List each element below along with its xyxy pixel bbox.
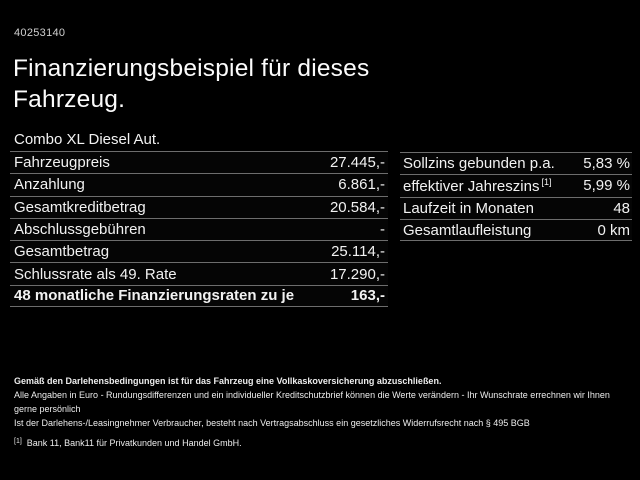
conditions-table: Sollzins gebunden p.a. 5,83 % effektiver… <box>400 152 632 242</box>
row-label: Gesamtkreditbetrag <box>14 198 146 216</box>
row-label: 48 monatliche Finanzierungsraten zu je <box>14 287 295 305</box>
footnote-marker: [1] <box>14 438 22 445</box>
page-title-line1: Finanzierungsbeispiel für dieses <box>13 55 370 82</box>
row-label: effektiver Jahreszins [1] <box>403 176 552 195</box>
row-label: Abschlussgebühren <box>14 221 146 239</box>
bank-footnote: [1] Bank 11, Bank11 für Privatkunden und … <box>14 435 634 450</box>
table-row-monthly-rate: 48 monatliche Finanzierungsraten zu je 1… <box>10 284 388 308</box>
row-label: Fahrzeugpreis <box>14 154 110 172</box>
table-row-total-mileage: Gesamtlaufleistung 0 km <box>400 218 632 242</box>
insurance-note: Gemäß den Darlehensbedingungen ist für d… <box>14 376 442 386</box>
table-row-final-rate: Schlussrate als 49. Rate 17.290,- <box>10 262 388 284</box>
table-row-effective-interest: effektiver Jahreszins [1] 5,99 % <box>400 174 632 196</box>
row-label: Sollzins gebunden p.a. <box>403 155 555 173</box>
row-label: Schlussrate als 49. Rate <box>14 265 177 283</box>
table-row-vehicle-price: Fahrzeugpreis 27.445,- <box>10 151 388 173</box>
row-label: Gesamtlaufleistung <box>403 221 532 239</box>
row-value: 163,- <box>350 287 385 305</box>
row-value: 20.584,- <box>329 198 385 216</box>
row-value: 0 km <box>597 221 630 239</box>
disclaimer-line-2: Ist der Darlehens-/Leasingnehmer Verbrau… <box>14 418 530 428</box>
row-value: 6.861,- <box>338 176 385 194</box>
page-title-line2: Fahrzeug. <box>13 86 126 113</box>
row-value: 25.114,- <box>331 243 385 261</box>
listing-id: 40253140 <box>14 27 66 39</box>
row-label: Gesamtbetrag <box>14 243 110 261</box>
row-value: 48 <box>613 199 630 217</box>
row-value: 5,99 % <box>583 177 630 195</box>
row-value: 5,83 % <box>583 155 630 173</box>
fineprint-block: Gemäß den Darlehensbedingungen ist für d… <box>14 374 634 450</box>
row-value: - <box>380 221 385 239</box>
row-value: 27.445,- <box>329 154 385 172</box>
row-value: 17.290,- <box>329 265 385 283</box>
disclaimer-line-1: Alle Angaben in Euro - Rundungsdifferenz… <box>14 390 610 414</box>
row-label: Laufzeit in Monaten <box>403 199 534 217</box>
table-row-term-months: Laufzeit in Monaten 48 <box>400 196 632 219</box>
row-label: Anzahlung <box>14 176 85 194</box>
table-row-total-amount: Gesamtbetrag 25.114,- <box>10 240 388 262</box>
vehicle-model-label: Combo XL Diesel Aut. <box>14 131 161 148</box>
table-row-nominal-interest: Sollzins gebunden p.a. 5,83 % <box>400 152 632 174</box>
bank-footnote-text: Bank 11, Bank11 für Privatkunden und Han… <box>26 438 242 448</box>
table-row-closing-fees: Abschlussgebühren - <box>10 217 388 240</box>
finance-table: Combo XL Diesel Aut. Fahrzeugpreis 27.44… <box>10 129 388 308</box>
table-row-total-credit: Gesamtkreditbetrag 20.584,- <box>10 195 388 218</box>
table-row-down-payment: Anzahlung 6.861,- <box>10 173 388 195</box>
footnote-marker: [1] <box>541 176 552 187</box>
page-title: Finanzierungsbeispiel für dieses Fahrzeu… <box>13 53 369 115</box>
